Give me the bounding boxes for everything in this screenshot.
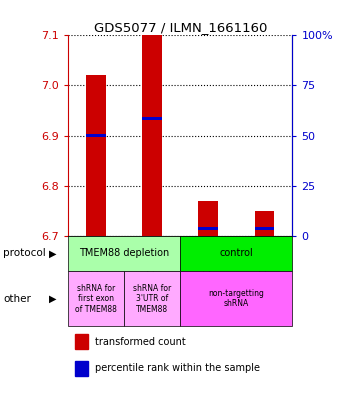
Bar xyxy=(68,236,180,271)
Bar xyxy=(86,134,106,137)
Text: TMEM88 depletion: TMEM88 depletion xyxy=(79,248,169,259)
Bar xyxy=(255,211,274,236)
Bar xyxy=(199,227,218,230)
Text: ▶: ▶ xyxy=(49,248,57,259)
Text: protocol: protocol xyxy=(3,248,46,259)
Text: percentile rank within the sample: percentile rank within the sample xyxy=(95,363,260,373)
Title: GDS5077 / ILMN_1661160: GDS5077 / ILMN_1661160 xyxy=(94,21,267,34)
Bar xyxy=(75,361,88,376)
Bar xyxy=(68,271,124,326)
Text: shRNA for
first exon
of TMEM88: shRNA for first exon of TMEM88 xyxy=(75,284,117,314)
Bar xyxy=(180,236,292,271)
Bar xyxy=(124,271,180,326)
Bar xyxy=(199,201,218,236)
Text: shRNA for
3'UTR of
TMEM88: shRNA for 3'UTR of TMEM88 xyxy=(133,284,171,314)
Bar xyxy=(75,334,88,349)
Bar xyxy=(142,117,162,119)
Bar xyxy=(255,227,274,230)
Text: transformed count: transformed count xyxy=(95,336,186,347)
Bar xyxy=(86,75,106,236)
Text: control: control xyxy=(219,248,253,259)
Bar xyxy=(180,271,292,326)
Text: other: other xyxy=(3,294,31,304)
Text: ▶: ▶ xyxy=(49,294,57,304)
Bar xyxy=(142,35,162,236)
Text: non-targetting
shRNA: non-targetting shRNA xyxy=(208,289,264,309)
